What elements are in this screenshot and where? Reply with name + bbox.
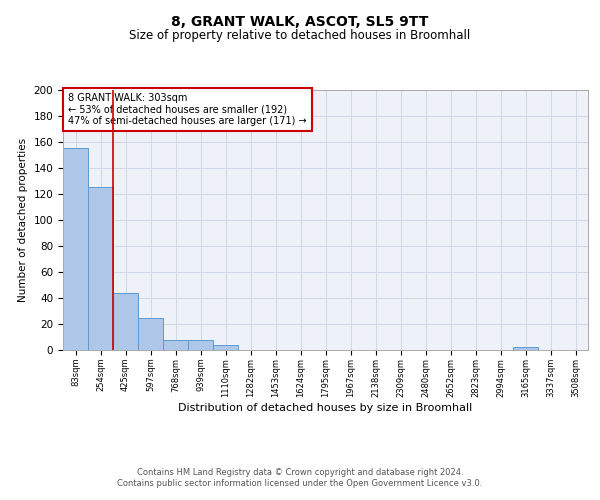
Bar — [63, 148, 88, 350]
Text: 8 GRANT WALK: 303sqm
← 53% of detached houses are smaller (192)
47% of semi-deta: 8 GRANT WALK: 303sqm ← 53% of detached h… — [68, 92, 307, 126]
Text: 8, GRANT WALK, ASCOT, SL5 9TT: 8, GRANT WALK, ASCOT, SL5 9TT — [172, 16, 428, 30]
Bar — [188, 340, 213, 350]
X-axis label: Distribution of detached houses by size in Broomhall: Distribution of detached houses by size … — [178, 402, 473, 412]
Text: Contains public sector information licensed under the Open Government Licence v3: Contains public sector information licen… — [118, 480, 482, 488]
Bar — [213, 345, 238, 350]
Text: Contains HM Land Registry data © Crown copyright and database right 2024.: Contains HM Land Registry data © Crown c… — [137, 468, 463, 477]
Y-axis label: Number of detached properties: Number of detached properties — [18, 138, 28, 302]
Bar — [138, 318, 163, 350]
Bar — [513, 348, 538, 350]
Bar — [163, 340, 188, 350]
Text: Size of property relative to detached houses in Broomhall: Size of property relative to detached ho… — [130, 28, 470, 42]
Bar — [88, 188, 113, 350]
Bar — [113, 293, 138, 350]
